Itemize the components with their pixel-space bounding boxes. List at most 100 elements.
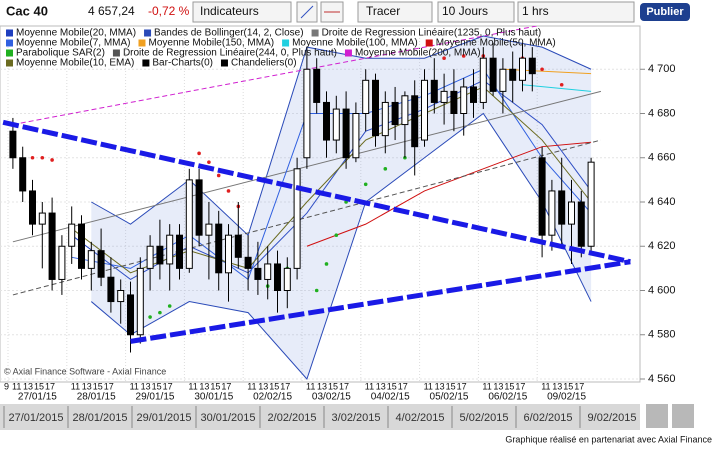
- candle-body: [87, 250, 95, 269]
- sar-dot: [461, 54, 466, 58]
- hour-label: 9: [4, 381, 9, 391]
- candle-body: [499, 68, 507, 92]
- nav-date: 4/02/2015: [396, 412, 445, 424]
- sar-dot: [324, 262, 329, 266]
- nav-button-down[interactable]: [672, 404, 694, 428]
- sar-dot: [40, 155, 45, 160]
- candle-body: [58, 245, 66, 280]
- sar-dot: [540, 67, 544, 72]
- candle-body: [176, 234, 183, 269]
- candle-body: [381, 101, 389, 137]
- legend-label: Moyenne Mobile(20, MMA): [16, 28, 136, 39]
- period-select[interactable]: [437, 1, 515, 23]
- candle-body: [519, 57, 526, 81]
- candle-body: [411, 95, 419, 148]
- nav-date: 2/02/2015: [268, 412, 317, 424]
- candle-body: [342, 108, 350, 159]
- nav-date: 30/01/2015: [200, 412, 255, 424]
- legend-label: Droite de Regression Linéaire(1235, 0, P…: [322, 28, 542, 39]
- nav-date: 28/01/2015: [72, 412, 127, 424]
- hour-label: 17: [221, 381, 231, 391]
- sar-dot: [334, 233, 339, 237]
- symbol: Cac 40: [6, 3, 48, 18]
- sar-dot: [197, 151, 201, 156]
- hour-label: 17: [457, 381, 467, 391]
- publish-button[interactable]: [640, 3, 690, 21]
- trendline: [2, 119, 631, 265]
- legend-label: Moyenne Mobile(100, MMA): [292, 38, 418, 49]
- day-label: 02/02/15: [253, 392, 292, 403]
- hour-label: 17: [574, 381, 584, 391]
- day-label: 03/02/15: [312, 392, 351, 403]
- sar-dot: [442, 56, 446, 60]
- candle-body: [29, 190, 36, 225]
- hour-label: 15: [328, 381, 338, 391]
- legend-swatch: [6, 59, 13, 67]
- indicator-line: [306, 141, 592, 247]
- hour-label: 15: [387, 381, 397, 391]
- sar-dot: [559, 82, 564, 87]
- trendline: [130, 259, 631, 344]
- candle-body: [430, 79, 438, 103]
- candle-body: [283, 267, 291, 291]
- candle-body: [538, 157, 546, 236]
- candle-body: [558, 190, 566, 225]
- candle-body: [568, 201, 575, 225]
- legend-swatch: [144, 29, 152, 37]
- hour-label: 17: [104, 381, 114, 391]
- hour-label: 15: [269, 381, 279, 391]
- hour-label: 13: [23, 381, 33, 391]
- draw-button[interactable]: [357, 1, 433, 23]
- y-tick-label: 4 560: [648, 373, 676, 385]
- legend-label: Moyenne Mobile(50, MMA): [436, 38, 556, 49]
- sar-dot: [50, 158, 54, 162]
- candle-body: [323, 101, 330, 141]
- nav-button-up[interactable]: [646, 404, 668, 428]
- indicators-button[interactable]: [192, 1, 292, 23]
- day-label: 27/01/15: [18, 392, 57, 403]
- nav-date: 29/01/2015: [136, 412, 191, 424]
- nav-date: 3/02/2015: [332, 412, 381, 424]
- legend-label: Bandes de Bollinger(14, 2, Close): [154, 28, 304, 39]
- legend-swatch: [220, 59, 228, 67]
- day-label: 29/01/15: [136, 392, 175, 403]
- legend-swatch: [138, 39, 146, 47]
- hour-label: 13: [317, 381, 327, 391]
- candle-body: [254, 267, 262, 280]
- nav-date: 5/02/2015: [460, 412, 509, 424]
- candle-body: [244, 256, 252, 269]
- hour-label: 13: [376, 381, 386, 391]
- hour-label: 13: [435, 381, 445, 391]
- y-tick-label: 4 700: [648, 63, 676, 75]
- hour-label: 11: [424, 381, 433, 391]
- legend-label: Chandeliers(0): [231, 58, 297, 69]
- candle-body: [577, 201, 585, 247]
- sar-dot: [167, 304, 172, 308]
- candle-body: [470, 86, 477, 103]
- publish-label: Publier: [646, 6, 684, 18]
- nav-date: 27/01/2015: [8, 412, 63, 424]
- candle-body: [146, 245, 154, 269]
- hour-label: 15: [152, 381, 162, 391]
- candle-body: [127, 294, 134, 336]
- hour-label: 15: [563, 381, 573, 391]
- plot: [0, 26, 640, 382]
- legend-swatch: [142, 59, 150, 67]
- candle-body: [215, 223, 223, 274]
- sar-dot: [226, 189, 231, 193]
- candle-body: [362, 79, 370, 114]
- legend-label: Droite de Regression Linéaire(244, 0, Pl…: [123, 48, 337, 59]
- legend-label: Moyenne Mobile(7, MMA): [16, 38, 130, 49]
- candle-body: [264, 263, 272, 280]
- y-tick-label: 4 660: [648, 152, 676, 164]
- hour-label: 11: [247, 381, 256, 391]
- hour-label: 11: [71, 381, 80, 391]
- hour-label: 13: [258, 381, 268, 391]
- candle-body: [78, 223, 85, 269]
- indicator-line: [12, 139, 602, 296]
- hour-label: 11: [188, 381, 197, 391]
- interval-select[interactable]: [517, 1, 635, 23]
- day-label: 05/02/15: [430, 392, 469, 403]
- change: -0,72 %: [148, 4, 190, 18]
- candle-body: [38, 212, 46, 225]
